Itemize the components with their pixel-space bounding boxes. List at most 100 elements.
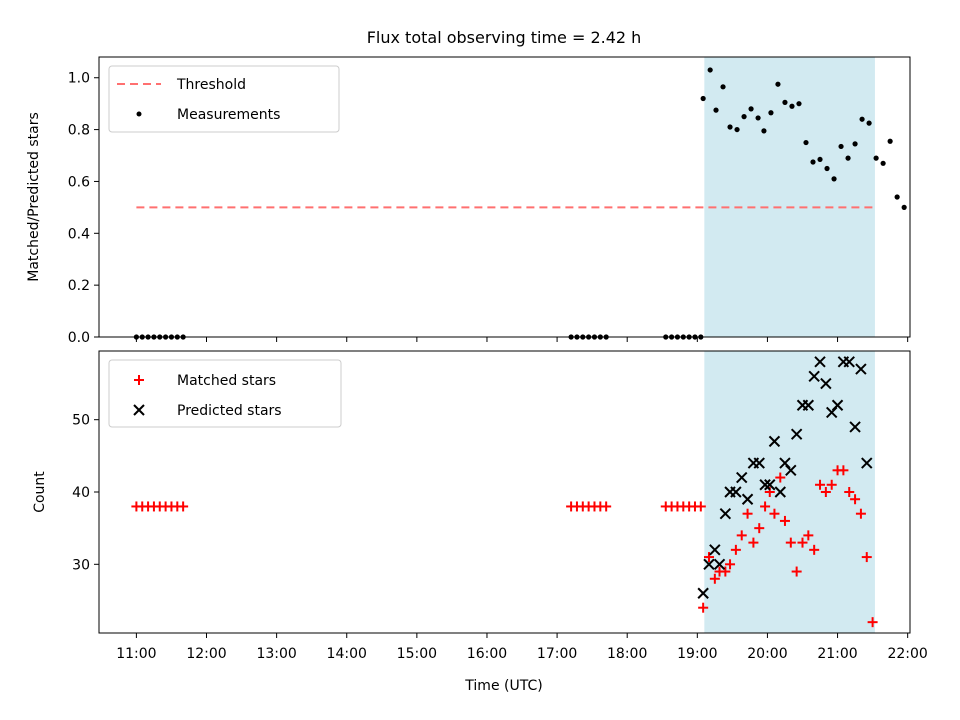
predicted-star-point [730, 486, 742, 498]
matched-star-point [769, 508, 780, 519]
predicted-star-point [820, 377, 832, 390]
matched-star-point [815, 479, 826, 490]
x-axis-label: Time (UTC) [464, 678, 542, 694]
measurement-point [713, 107, 719, 113]
bottom-x-tick-label: 19:00 [677, 646, 717, 662]
matched-star-point [809, 544, 820, 555]
predicted-star-point [808, 370, 820, 383]
measurement-points [133, 67, 907, 340]
matched-star-point [736, 530, 747, 541]
predicted-star-point [814, 356, 826, 368]
matched-star-point [704, 552, 715, 563]
bottom-x-tick-label: 15:00 [397, 646, 437, 662]
bottom-x-tick-label: 14:00 [327, 646, 367, 662]
matched-star-point [791, 566, 802, 577]
measurement-point [880, 160, 886, 166]
matched-star-point [601, 501, 612, 512]
matched-star-point [797, 537, 808, 548]
measurement-point [748, 106, 754, 112]
matched-star-point [178, 501, 189, 512]
measurement-point [775, 81, 781, 87]
matched-star-point [730, 544, 741, 555]
measurement-point [810, 159, 816, 165]
predicted-star-point [764, 479, 776, 491]
top-y-tick-label: 0.2 [68, 278, 90, 294]
matched-star-point [861, 552, 872, 563]
measurement-point [734, 126, 740, 133]
measurement-point [866, 120, 872, 126]
predicted-star-point [774, 486, 786, 498]
predicted-star-point [719, 507, 732, 520]
matched-star-point [820, 487, 831, 497]
predicted-star-point [753, 457, 765, 469]
measurement-point [727, 124, 733, 130]
top-y-tick-label: 0.4 [68, 226, 90, 242]
matched-star-point [867, 617, 878, 628]
top-legend-box [108, 65, 340, 133]
predicted-star-point [736, 471, 748, 484]
matched-star-point [725, 559, 736, 570]
measurement-point [859, 116, 865, 122]
measurement-point [741, 114, 747, 120]
legend-predicted-label: Predicted stars [177, 403, 282, 419]
measurement-point [803, 139, 809, 146]
bottom-legend: Matched stars Predicted stars [108, 359, 342, 428]
measurement-point [761, 128, 767, 134]
matched-star-point [760, 501, 771, 512]
matched-star-point [748, 537, 759, 548]
predicted-star-point [855, 363, 867, 375]
predicted-star-point [861, 457, 873, 469]
predicted-star-point [849, 421, 861, 433]
legend-matched-swatch [134, 375, 144, 385]
measurement-point [755, 115, 761, 121]
measurement-point [852, 141, 858, 147]
predicted-star-point [843, 356, 855, 368]
legend-measurement-label: Measurements [177, 107, 280, 123]
legend-predicted-marker [133, 404, 145, 416]
bottom-legend-box [108, 359, 342, 428]
bottom-x-tick-label: 20:00 [747, 646, 787, 662]
top-y-axis: 0.0 0.2 0.4 0.6 0.8 1.0 [68, 71, 99, 346]
top-y-tick-label: 0.8 [68, 123, 90, 139]
predicted-star-point [713, 558, 726, 571]
bottom-x-tick-label: 21:00 [817, 646, 857, 662]
predicted-star-point [759, 479, 771, 491]
matched-star-point [695, 501, 706, 512]
predicted-star-point [709, 544, 721, 556]
bottom-y-axis: 30 40 50 [72, 413, 99, 573]
predicted-star-point [802, 399, 815, 411]
bottom-y-tick-label: 30 [72, 557, 90, 573]
bottom-y-tick-label: 40 [72, 485, 90, 501]
predicted-star-point [697, 587, 709, 599]
legend-matched-marker [134, 375, 144, 385]
measurement-point [782, 99, 788, 105]
predicted-star-point [741, 493, 754, 505]
matched-star-point [803, 530, 814, 541]
bottom-x-tick-label: 18:00 [607, 646, 647, 662]
predicted-stars-points [697, 356, 873, 599]
measurement-point [707, 67, 713, 73]
top-panel: 0.0 0.2 0.4 0.6 0.8 1.0 Matched/Predicted sta… [26, 56, 911, 346]
matched-star-point [775, 472, 786, 483]
measurement-point [768, 110, 774, 116]
legend-threshold-label: Threshold [176, 77, 246, 93]
bottom-plot-frame [98, 350, 911, 634]
matched-star-point [754, 523, 765, 534]
bottom-x-tick-label: 12:00 [186, 646, 226, 662]
matched-star-point [742, 508, 753, 519]
bottom-x-tick-label: 17:00 [537, 646, 577, 662]
bottom-panel: 30 40 50 11:00 12:00 13:00 14:00 15:00 16:00 17:… [32, 350, 928, 694]
matched-star-point [785, 537, 796, 548]
measurement-point [838, 143, 844, 150]
bottom-y-tick-label: 50 [72, 413, 90, 429]
matched-star-point [850, 494, 861, 505]
measurement-point [901, 204, 907, 210]
bottom-y-axis-label: Count [32, 471, 48, 513]
measurement-point [796, 101, 802, 107]
measurement-point [700, 95, 706, 102]
bottom-x-tick-label: 13:00 [256, 646, 296, 662]
measurement-point [824, 165, 830, 172]
measurement-point [720, 84, 726, 90]
predicted-star-point [768, 435, 781, 448]
